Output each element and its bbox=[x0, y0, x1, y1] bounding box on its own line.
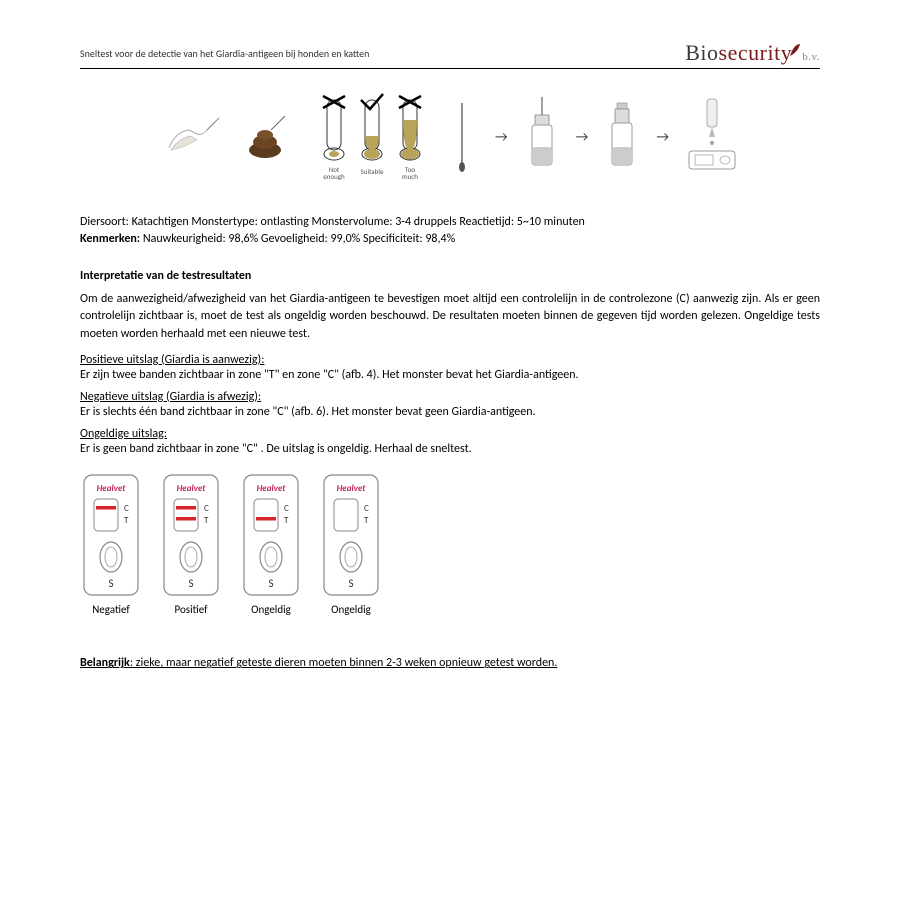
info-line2-rest: Nauwkeurigheid: 98,6% Gevoeligheid: 99,0… bbox=[140, 232, 455, 246]
header-title: Sneltest voor de detectie van het Giardi… bbox=[80, 47, 369, 66]
svg-text:S: S bbox=[268, 577, 273, 590]
swab-hand-icon bbox=[163, 112, 223, 162]
cassette-item: Healvet C T S Ongeldig bbox=[240, 471, 302, 616]
cassette-row: Healvet C T S Negatief Healvet C T S Pos… bbox=[80, 471, 820, 616]
svg-text:Suitable: Suitable bbox=[361, 167, 384, 176]
swab-stick-icon bbox=[447, 97, 477, 177]
info-line2-label: Kenmerken: bbox=[80, 232, 140, 246]
svg-text:C: C bbox=[124, 503, 129, 514]
svg-text:T: T bbox=[124, 515, 129, 526]
svg-text:T: T bbox=[284, 515, 289, 526]
positive-heading: Positieve uitslag (Giardia is aanwezig): bbox=[80, 353, 820, 367]
svg-text:C: C bbox=[204, 503, 209, 514]
arrow-icon: → bbox=[495, 128, 508, 145]
svg-text:enough: enough bbox=[323, 172, 345, 181]
negative-text: Er is slechts één band zichtbaar in zone… bbox=[80, 404, 820, 421]
logo-sec: security bbox=[719, 40, 793, 65]
logo-bv: b.v. bbox=[802, 51, 820, 63]
negative-heading: Negatieve uitslag (Giardia is afwezig): bbox=[80, 390, 820, 404]
leaf-icon bbox=[788, 38, 802, 64]
page-header: Sneltest voor de detectie van het Giardi… bbox=[80, 40, 820, 69]
cassette-icon: Healvet C T S bbox=[80, 471, 142, 599]
important-label: Belangrijk bbox=[80, 656, 130, 670]
svg-text:T: T bbox=[364, 515, 369, 526]
interpretation-title: Interpretatie van de testresultaten bbox=[80, 269, 820, 283]
cassette-item: Healvet C T S Positief bbox=[160, 471, 222, 616]
svg-text:much: much bbox=[402, 172, 418, 181]
svg-text:S: S bbox=[108, 577, 113, 590]
info-line2: Kenmerken: Nauwkeurigheid: 98,6% Gevoeli… bbox=[80, 231, 820, 248]
cassette-item: Healvet C T S Ongeldig bbox=[320, 471, 382, 616]
dropper-cassette-icon bbox=[687, 97, 737, 177]
important-text: : zieke, maar negatief geteste dieren mo… bbox=[130, 656, 558, 670]
vial-closed-icon bbox=[606, 97, 638, 177]
invalid-heading: Ongeldige uitslag: bbox=[80, 427, 820, 441]
svg-text:C: C bbox=[364, 503, 369, 514]
cassette-icon: Healvet C T S bbox=[320, 471, 382, 599]
stool-sample-icon bbox=[241, 112, 291, 162]
invalid-text: Er is geen band zichtbaar in zone "C" . … bbox=[80, 441, 820, 458]
info-line1: Diersoort: Katachtigen Monstertype: ontl… bbox=[80, 214, 820, 231]
cassette-label: Negatief bbox=[92, 603, 130, 616]
cassette-icon: Healvet C T S bbox=[160, 471, 222, 599]
interpretation-intro: Om de aanwezigheid/afwezigheid van het G… bbox=[80, 291, 820, 343]
logo-bio: Bio bbox=[685, 40, 718, 65]
svg-text:S: S bbox=[188, 577, 193, 590]
svg-text:Healvet: Healvet bbox=[337, 483, 367, 494]
cassette-item: Healvet C T S Negatief bbox=[80, 471, 142, 616]
positive-text: Er zijn twee banden zichtbaar in zone "T… bbox=[80, 367, 820, 384]
svg-text:Healvet: Healvet bbox=[177, 483, 207, 494]
cassette-label: Positief bbox=[175, 603, 208, 616]
arrow-icon: → bbox=[656, 128, 669, 145]
cassette-label: Ongeldig bbox=[251, 603, 291, 616]
important-note: Belangrijk: zieke, maar negatief geteste… bbox=[80, 656, 820, 670]
info-block: Diersoort: Katachtigen Monstertype: ontl… bbox=[80, 214, 820, 249]
svg-text:Healvet: Healvet bbox=[97, 483, 127, 494]
svg-text:C: C bbox=[284, 503, 289, 514]
svg-text:S: S bbox=[348, 577, 353, 590]
logo: Biosecurity b.v. bbox=[685, 40, 820, 66]
illustration-row: Not enough Suitable Too much → bbox=[80, 89, 820, 184]
svg-text:Healvet: Healvet bbox=[257, 483, 287, 494]
sample-tubes-icon: Not enough Suitable Too much bbox=[309, 92, 429, 182]
svg-text:T: T bbox=[204, 515, 209, 526]
cassette-label: Ongeldig bbox=[331, 603, 371, 616]
arrow-icon: → bbox=[576, 128, 589, 145]
cassette-icon: Healvet C T S bbox=[240, 471, 302, 599]
vial-open-icon bbox=[526, 97, 558, 177]
